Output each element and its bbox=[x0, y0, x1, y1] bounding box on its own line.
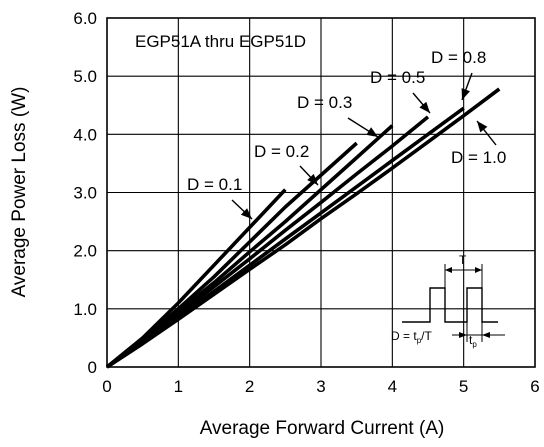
tick-labels: 0 1 2 3 4 5 6 0 1.0 2.0 3.0 4.0 5.0 6.0 bbox=[73, 9, 539, 396]
curve-pointer-arrowhead-0 bbox=[240, 208, 252, 219]
curve-label-4: D = 0.8 bbox=[431, 48, 486, 67]
series-line-5 bbox=[106, 87, 501, 369]
waveform-tp-arrow-right bbox=[482, 332, 490, 338]
x-tick-label: 2 bbox=[245, 377, 254, 396]
curve-pointer-arrowhead-4 bbox=[461, 88, 470, 100]
y-tick-label: 2.0 bbox=[73, 242, 97, 261]
y-axis-title: Average Power Loss (W) bbox=[9, 87, 30, 298]
curve-label-2: D = 0.3 bbox=[297, 93, 352, 112]
y-tick-label: 6.0 bbox=[73, 9, 97, 28]
waveform-duty-tail: /T bbox=[421, 329, 432, 343]
curve-label-5: D = 1.0 bbox=[451, 148, 506, 167]
waveform-t-arrow-right bbox=[475, 267, 482, 273]
curve-label-1: D = 0.2 bbox=[254, 142, 309, 161]
y-tick-label: 4.0 bbox=[73, 125, 97, 144]
waveform-trace bbox=[402, 287, 498, 323]
waveform-tp-label: tp bbox=[469, 333, 477, 349]
curve-pointer-arrowhead-1 bbox=[307, 173, 318, 185]
curve-label-3: D = 0.5 bbox=[370, 68, 425, 87]
y-tick-label: 5.0 bbox=[73, 67, 97, 86]
waveform-tp-sub: p bbox=[472, 340, 477, 349]
waveform-tp-text: t bbox=[469, 333, 473, 347]
waveform-t-label: T bbox=[459, 253, 467, 267]
y-tick-label: 3.0 bbox=[73, 184, 97, 203]
x-tick-label: 6 bbox=[530, 377, 539, 396]
curve-pointer-arrowhead-5 bbox=[477, 121, 488, 133]
x-tick-label: 0 bbox=[102, 377, 111, 396]
y-tick-label: 1.0 bbox=[73, 300, 97, 319]
curve-label-0: D = 0.1 bbox=[187, 175, 242, 194]
waveform-tp-arrow-left bbox=[459, 332, 467, 338]
series-line-0 bbox=[105, 188, 287, 369]
x-tick-label: 3 bbox=[316, 377, 325, 396]
plot-frame bbox=[106, 17, 536, 368]
duty-cycle-waveform: T D = tp/T tp bbox=[391, 253, 505, 349]
waveform-duty-formula: D = tp/T bbox=[391, 329, 432, 345]
waveform-duty-sub: p bbox=[417, 336, 422, 345]
x-tick-label: 5 bbox=[459, 377, 468, 396]
x-tick-label: 4 bbox=[388, 377, 397, 396]
waveform-t-arrow-left bbox=[445, 267, 452, 273]
series-layer bbox=[105, 87, 501, 369]
curve-labels: D = 0.1 D = 0.2 D = 0.3 D = 0.5 D = 0.8 D = 1… bbox=[187, 48, 506, 220]
curve-pointer-arrowhead-2 bbox=[366, 127, 378, 137]
x-tick-label: 1 bbox=[174, 377, 183, 396]
waveform-duty-text: D = t bbox=[391, 329, 417, 343]
curve-pointer-arrowhead-3 bbox=[419, 101, 430, 113]
chart-title: EGP51A thru EGP51D bbox=[135, 32, 306, 51]
y-tick-label: 0 bbox=[88, 358, 97, 377]
x-axis-title: Average Forward Current (A) bbox=[200, 418, 445, 439]
